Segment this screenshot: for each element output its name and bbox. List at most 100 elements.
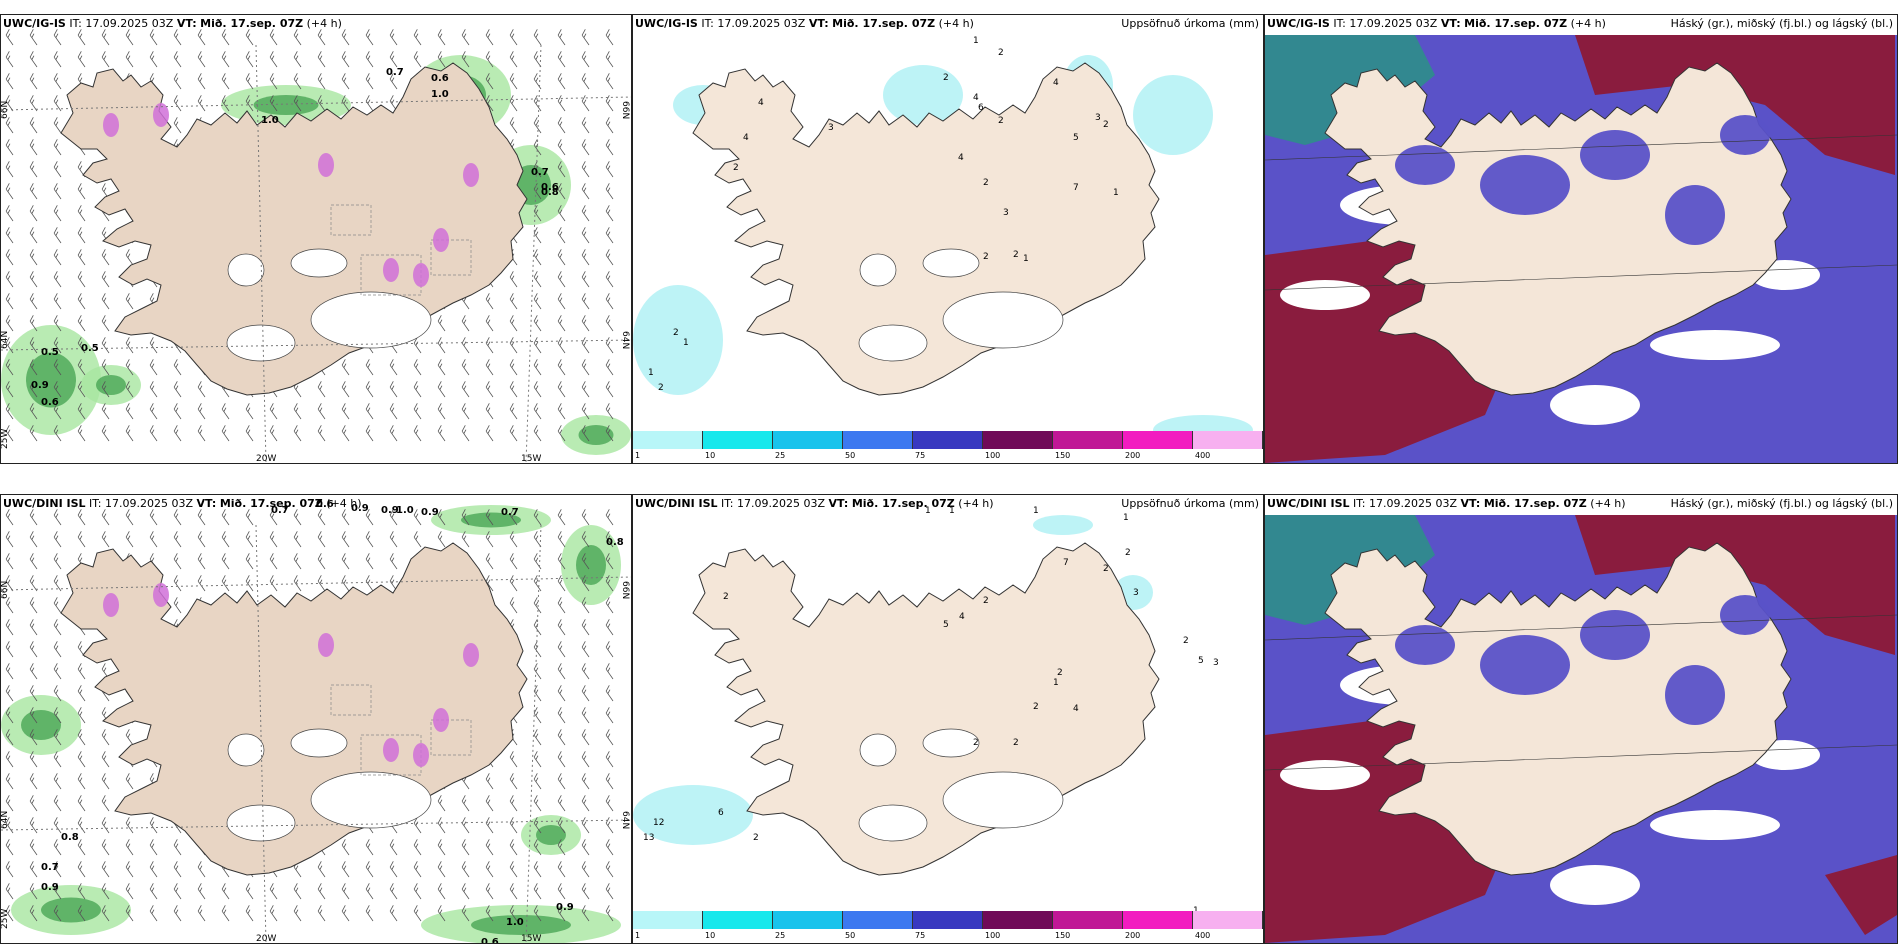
wind-barb xyxy=(437,359,446,376)
wind-barb xyxy=(581,773,590,790)
wind-barb xyxy=(125,51,134,68)
wind-barb xyxy=(605,795,614,812)
wind-barb xyxy=(29,249,38,266)
wind-barb xyxy=(461,337,470,354)
wind-barb xyxy=(77,425,86,442)
wind-barb xyxy=(173,425,182,442)
wind-barb xyxy=(53,553,62,570)
wind-barb xyxy=(389,359,398,376)
hatch-area xyxy=(430,719,472,756)
wind-barb xyxy=(5,117,14,134)
wind-barb xyxy=(581,861,590,878)
wind-barb xyxy=(149,531,158,548)
colorbar-segment xyxy=(913,431,983,449)
wind-barb xyxy=(533,359,542,376)
wind-barb xyxy=(149,883,158,900)
wind-barb xyxy=(173,531,182,548)
wind-barb xyxy=(509,293,518,310)
wind-barb xyxy=(605,597,614,614)
iceland-landmass xyxy=(1324,542,1792,876)
wind-barb xyxy=(581,795,590,812)
lat-label: 64N xyxy=(1,331,10,349)
wind-barb xyxy=(605,293,614,310)
wind-barb xyxy=(197,883,206,900)
wind-barb xyxy=(461,883,470,900)
wind-barb xyxy=(149,29,158,46)
wind-barb xyxy=(557,663,566,680)
precip-core xyxy=(26,352,76,408)
wind-barb xyxy=(221,95,230,112)
wind-barb xyxy=(29,707,38,724)
wind-barb xyxy=(605,381,614,398)
wind-barb xyxy=(509,861,518,878)
wind-barb xyxy=(557,293,566,310)
wind-barb xyxy=(293,553,302,570)
wind-barb xyxy=(77,293,86,310)
graticule-line xyxy=(1,339,631,351)
precip-core xyxy=(96,375,126,395)
wind-barb xyxy=(245,883,254,900)
wind-barb xyxy=(5,315,14,332)
wind-barb xyxy=(5,139,14,156)
wind-barb xyxy=(365,905,374,922)
precip-value-label: 2 xyxy=(733,163,739,173)
wind-barb xyxy=(533,117,542,134)
wind-barb xyxy=(557,553,566,570)
wind-value-label: 1.0 xyxy=(396,505,414,516)
wind-barb xyxy=(317,509,326,526)
wind-barb xyxy=(605,619,614,636)
wind-barb xyxy=(269,425,278,442)
wind-barb xyxy=(269,553,278,570)
wind-barb xyxy=(317,29,326,46)
wind-barb xyxy=(533,249,542,266)
wind-value-label: 0.8 xyxy=(541,187,559,198)
wind-barb xyxy=(485,315,494,332)
precip-value-label: 3 xyxy=(1095,113,1101,123)
wind-barb xyxy=(5,663,14,680)
wind-barb xyxy=(29,729,38,746)
wind-barb xyxy=(485,773,494,790)
graticule-line xyxy=(525,44,542,463)
wind-barb xyxy=(197,95,206,112)
wind-barb xyxy=(5,817,14,834)
wind-barb xyxy=(341,531,350,548)
wind-barb xyxy=(149,905,158,922)
wind-barb xyxy=(173,117,182,134)
wind-barb xyxy=(365,403,374,420)
mid-cloud-over-land xyxy=(1395,625,1455,665)
wind-barb xyxy=(509,509,518,526)
colorbar-tick-label: 50 xyxy=(845,451,856,460)
wind-barb xyxy=(581,51,590,68)
wind-barb xyxy=(533,751,542,768)
wind-barb xyxy=(173,403,182,420)
wind-value-label: 0.7 xyxy=(386,67,404,78)
colorbar-tick-label: 10 xyxy=(705,451,716,460)
wind-barb xyxy=(533,619,542,636)
wind-barb xyxy=(341,905,350,922)
wind-value-label: 0.9 xyxy=(31,380,49,391)
wind-value-label: 0.8 xyxy=(606,537,624,548)
wind-barb xyxy=(101,293,110,310)
wind-barb xyxy=(509,359,518,376)
precip-value-label: 2 xyxy=(943,73,949,83)
wind-barb xyxy=(5,337,14,354)
wind-barb xyxy=(581,509,590,526)
wind-barb xyxy=(557,249,566,266)
colorbar-tick-label: 50 xyxy=(845,931,856,940)
colorbar-segment xyxy=(983,431,1053,449)
wind-barb xyxy=(509,337,518,354)
precip-value-label: 2 xyxy=(1013,250,1019,260)
wind-barb xyxy=(269,531,278,548)
wind-barb xyxy=(581,359,590,376)
wind-barb xyxy=(389,883,398,900)
wind-barb xyxy=(605,531,614,548)
wind-barb xyxy=(269,29,278,46)
wind-barb xyxy=(605,403,614,420)
wind-barb xyxy=(29,117,38,134)
wind-barb xyxy=(245,403,254,420)
low-cloud-patch xyxy=(1650,330,1780,360)
wind-barb xyxy=(605,773,614,790)
wind-barb xyxy=(173,861,182,878)
precip-value-label: 7 xyxy=(1073,183,1079,193)
wind-barb xyxy=(149,403,158,420)
